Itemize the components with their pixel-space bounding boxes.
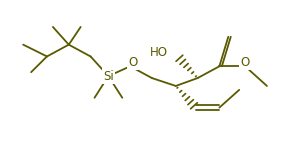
Text: HO: HO xyxy=(150,46,168,59)
Text: O: O xyxy=(240,56,250,69)
Text: Si: Si xyxy=(103,70,114,83)
Text: O: O xyxy=(129,56,138,69)
